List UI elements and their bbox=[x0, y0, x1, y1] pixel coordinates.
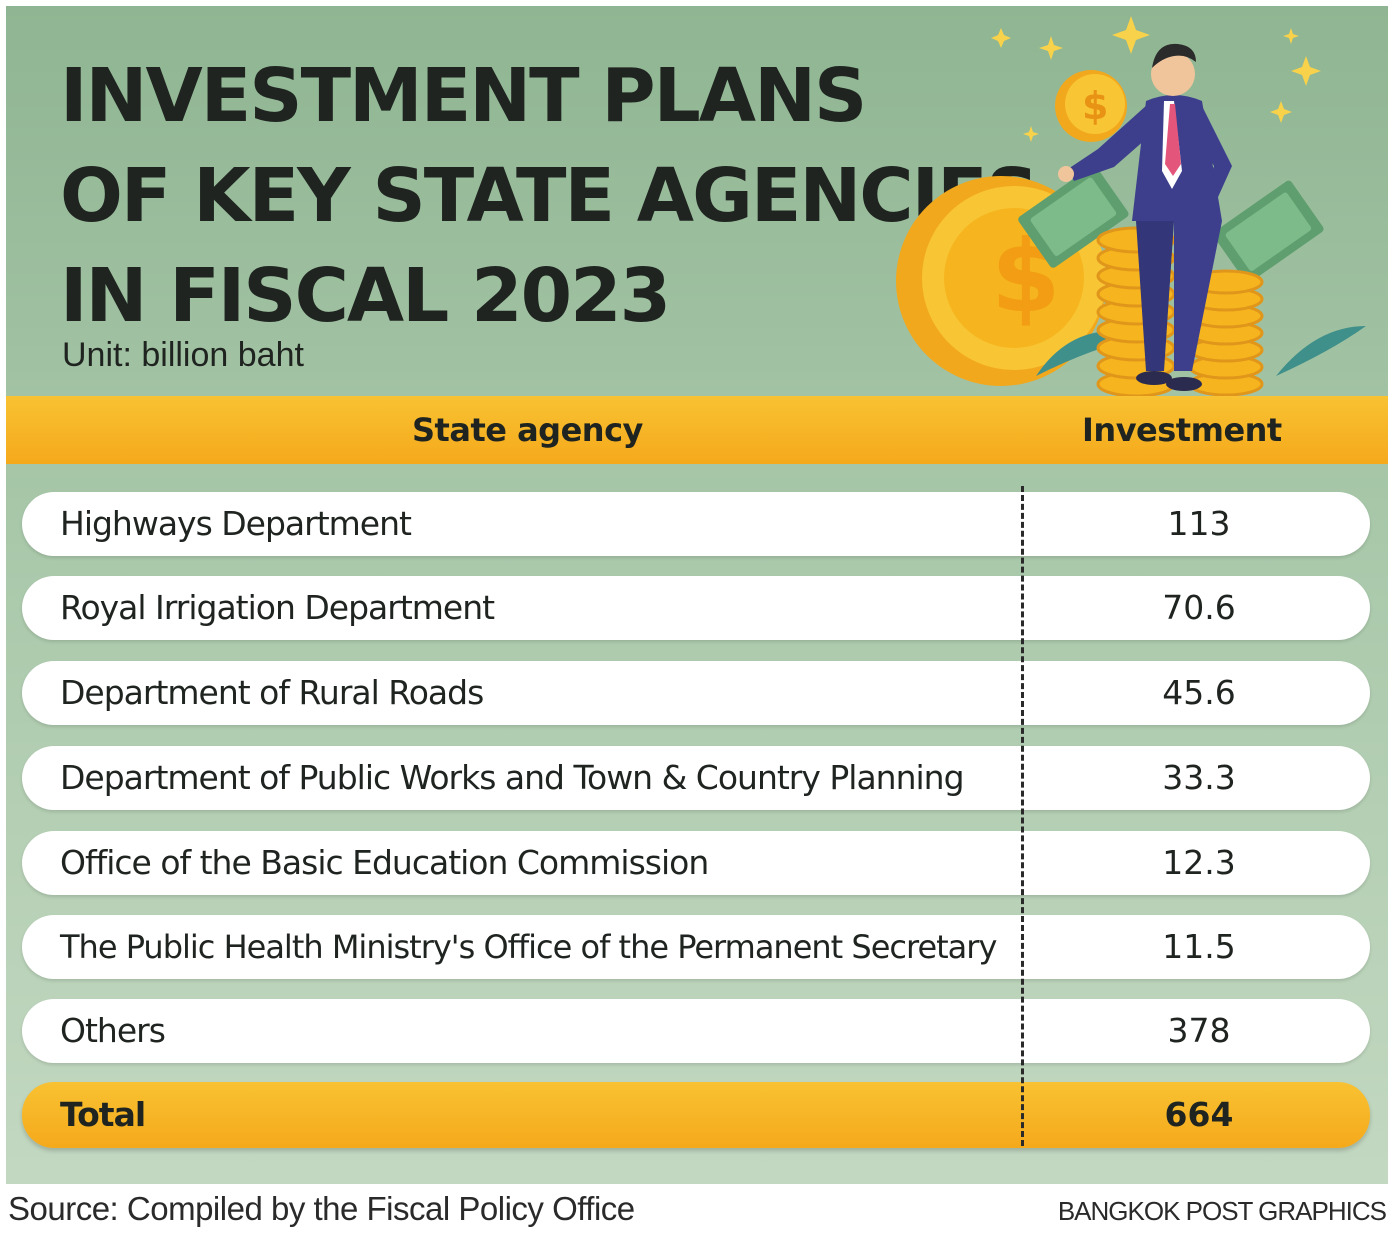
investment-value: 11.5 bbox=[1162, 927, 1236, 966]
agency-name: The Public Health Ministry's Office of t… bbox=[60, 928, 997, 966]
investment-value: 12.3 bbox=[1162, 843, 1236, 882]
source-note: Source: Compiled by the Fiscal Policy Of… bbox=[8, 1190, 635, 1227]
sparkle-icon bbox=[991, 16, 1321, 142]
table-row: The Public Health Ministry's Office of t… bbox=[22, 915, 1370, 979]
agency-name: Department of Public Works and Town & Co… bbox=[60, 758, 965, 797]
title-line-3: IN FISCAL 2023 bbox=[60, 253, 671, 339]
table-row: Department of Rural Roads 45.6 bbox=[22, 661, 1370, 725]
svg-text:$: $ bbox=[1082, 84, 1108, 128]
title-line-1: INVESTMENT PLANS bbox=[60, 53, 867, 139]
table-row: Office of the Basic Education Commission… bbox=[22, 831, 1370, 895]
header-state-agency: State agency bbox=[412, 411, 643, 449]
unit-label: Unit: billion baht bbox=[62, 336, 304, 374]
page-title: INVESTMENT PLANS OF KEY STATE AGENCIES I… bbox=[60, 46, 1039, 346]
total-label: Total bbox=[60, 1095, 146, 1134]
graphics-credit: BANGKOK POST GRAPHICS bbox=[1057, 1196, 1387, 1226]
investment-value: 70.6 bbox=[1162, 588, 1236, 627]
agency-name: Department of Rural Roads bbox=[60, 673, 484, 712]
investment-value: 33.3 bbox=[1162, 758, 1236, 797]
agency-name: Others bbox=[60, 1011, 166, 1050]
investment-value: 378 bbox=[1167, 1011, 1231, 1050]
title-line-2: OF KEY STATE AGENCIES bbox=[60, 153, 1039, 239]
businessman-icon: $ $ bbox=[896, 16, 1366, 398]
table-body: Highways Department 113 Royal Irrigation… bbox=[6, 6, 1388, 1184]
investment-value: 45.6 bbox=[1162, 673, 1236, 712]
agency-name: Highways Department bbox=[60, 504, 412, 543]
banknote-icon bbox=[1018, 165, 1324, 283]
total-row: Total 664 bbox=[22, 1082, 1370, 1148]
infographic-panel: INVESTMENT PLANS OF KEY STATE AGENCIES I… bbox=[6, 6, 1388, 1184]
total-value: 664 bbox=[1164, 1095, 1234, 1134]
table-row: Royal Irrigation Department 70.6 bbox=[22, 576, 1370, 640]
table-row: Others 378 bbox=[22, 999, 1370, 1063]
agency-name: Royal Irrigation Department bbox=[60, 588, 495, 627]
agency-name: Office of the Basic Education Commission bbox=[60, 843, 709, 882]
table-header: State agency Investment bbox=[6, 396, 1388, 464]
header-investment: Investment bbox=[1082, 411, 1282, 449]
table-row: Highways Department 113 bbox=[22, 492, 1370, 556]
column-divider bbox=[1021, 486, 1024, 1146]
investment-value: 113 bbox=[1167, 504, 1231, 543]
table-row: Department of Public Works and Town & Co… bbox=[22, 746, 1370, 810]
